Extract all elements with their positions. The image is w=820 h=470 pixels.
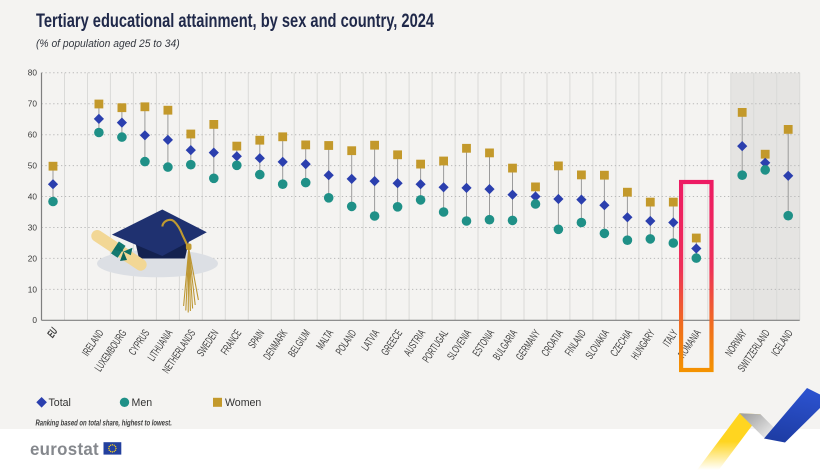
svg-text:70: 70 [28, 99, 38, 109]
svg-text:30: 30 [28, 222, 38, 232]
svg-text:0: 0 [32, 315, 37, 325]
svg-text:40: 40 [28, 191, 38, 201]
svg-text:Men: Men [132, 397, 153, 409]
svg-text:20: 20 [28, 253, 38, 263]
svg-text:60: 60 [28, 130, 38, 140]
svg-text:eurostat: eurostat [30, 438, 99, 458]
svg-text:Women: Women [225, 397, 261, 409]
svg-text:Total: Total [49, 397, 71, 409]
svg-text:10: 10 [28, 284, 38, 294]
svg-text:Ranking based on total share,: Ranking based on total share, highest to… [36, 417, 172, 428]
svg-text:50: 50 [28, 161, 38, 171]
svg-text:80: 80 [28, 68, 38, 78]
